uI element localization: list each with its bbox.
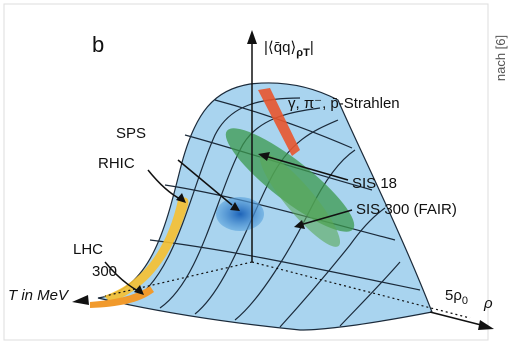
temperature-tick: 300 (92, 263, 117, 280)
sis18-label: SIS 18 (352, 175, 397, 192)
panel-label: b (92, 32, 104, 57)
sps-label: SPS (116, 125, 146, 142)
density-tick-main: 5ρ (445, 287, 462, 304)
axis-label-main: |⟨q̄q⟩ (264, 39, 296, 56)
density-label: ρ (483, 295, 493, 312)
sps-region (216, 197, 264, 231)
lhc-label: LHC (73, 241, 103, 258)
sis300-label: SIS 300 (FAIR) (356, 201, 457, 218)
gamma-label: γ, π⁻, p̄-Strahlen (288, 95, 400, 112)
axis-label-end: | (310, 39, 314, 56)
temperature-label: T in MeV (8, 287, 70, 304)
rhic-label: RHIC (98, 155, 135, 172)
diagram: b nach [6] |⟨q̄q⟩ρT| γ, π⁻, p̄-Strahlen … (0, 0, 515, 344)
axis-label-sub: ρT (296, 47, 310, 59)
source-note: nach [6] (493, 35, 508, 81)
density-tick-sub: 0 (462, 295, 468, 307)
